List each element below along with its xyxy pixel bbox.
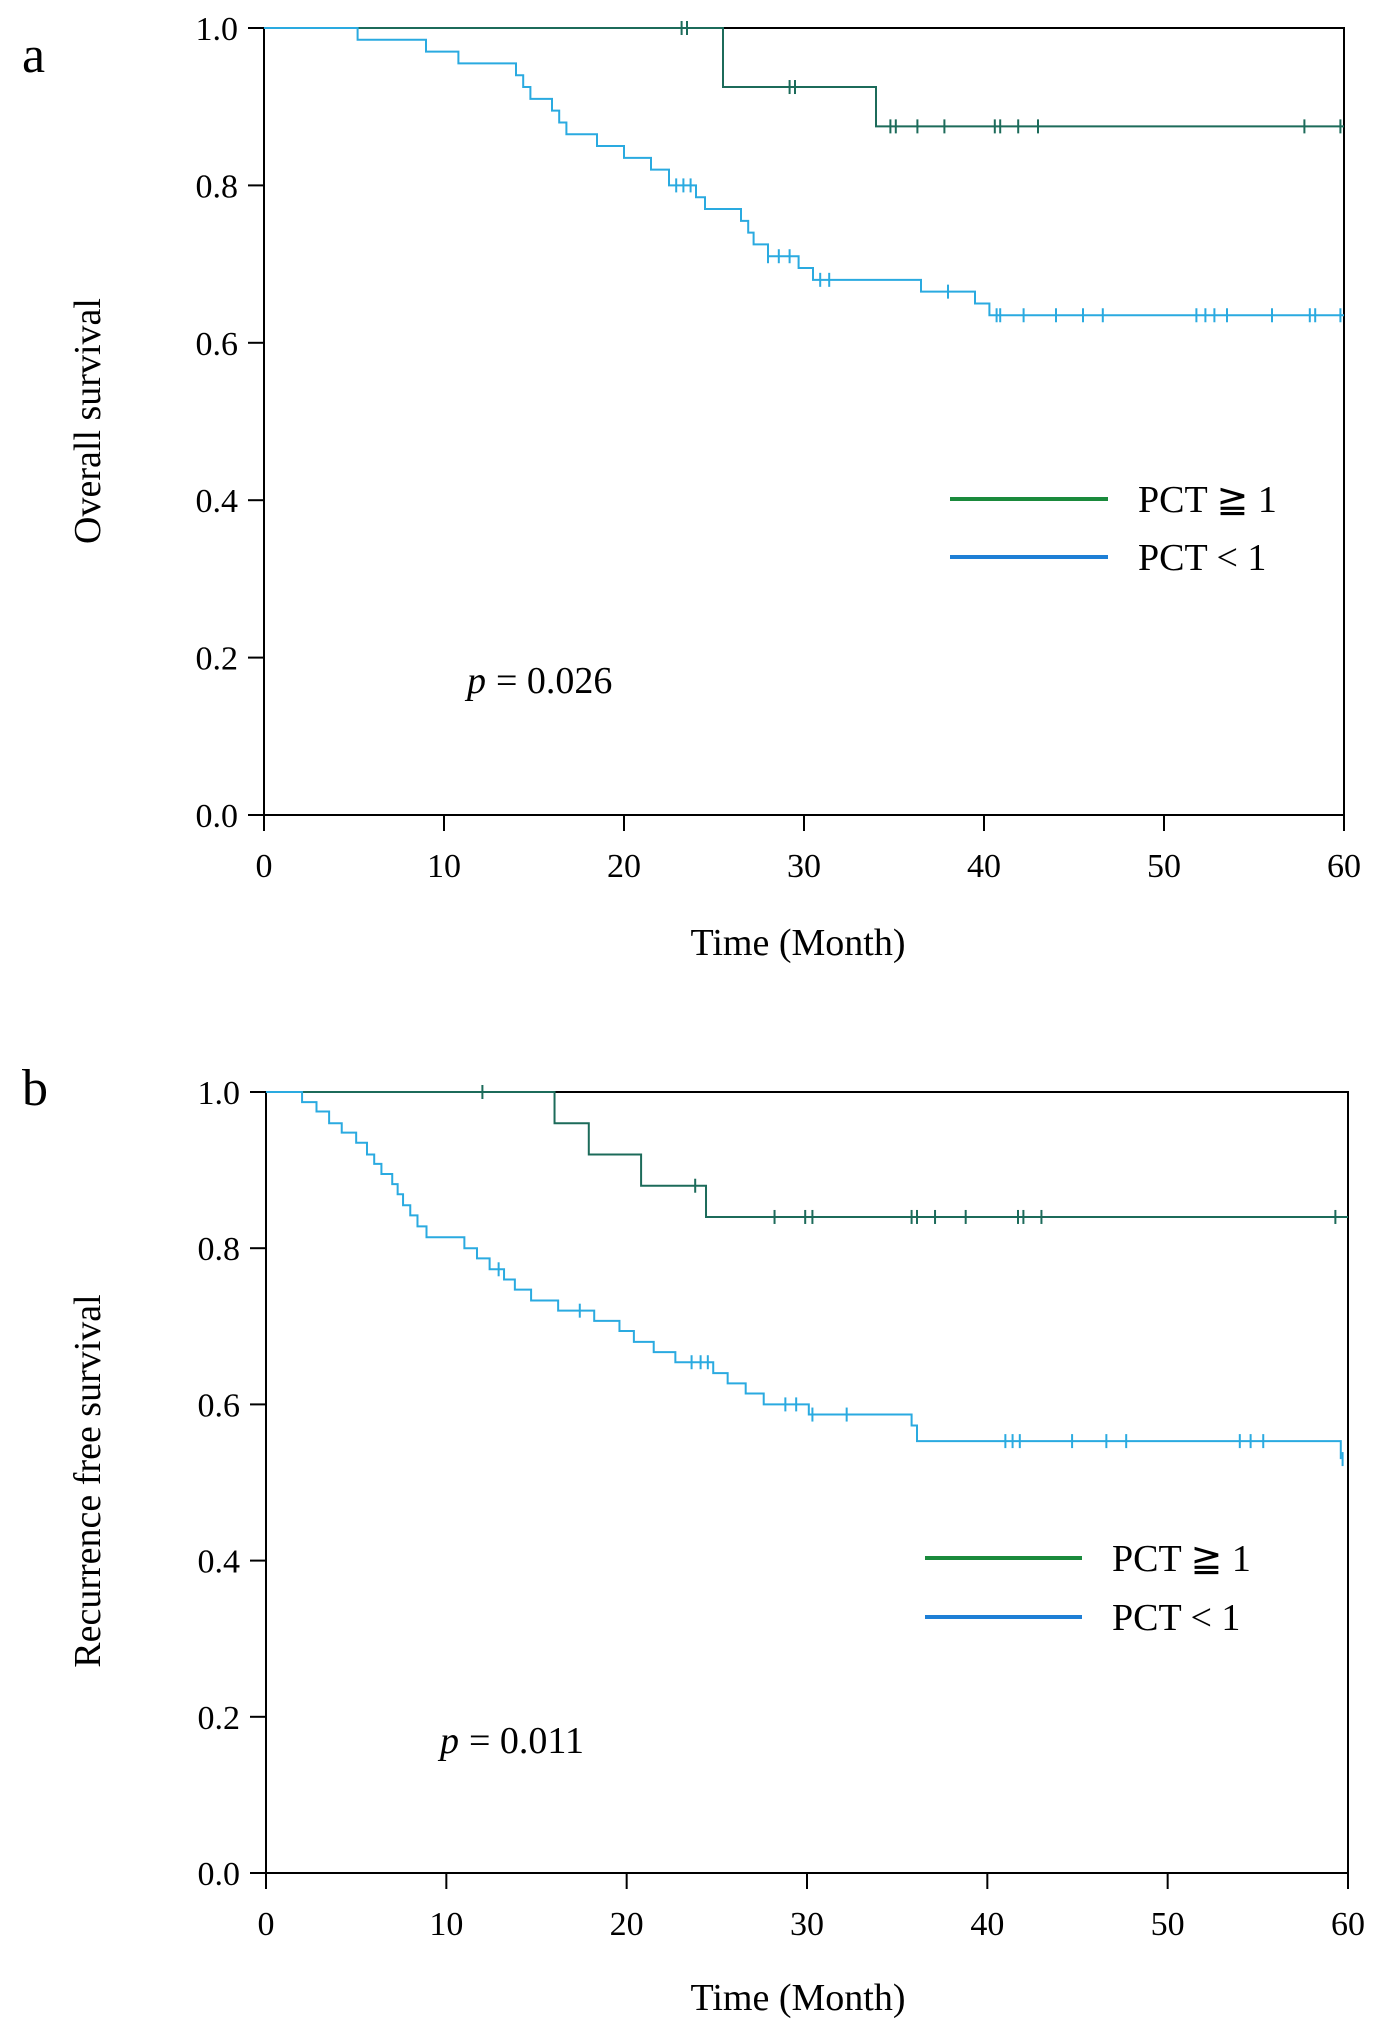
x-axis-label-a: Time (Month) [690,922,905,964]
legend-label-pct-low-a: PCT < 1 [1138,537,1266,579]
km-curve-pct-high-b [266,1091,1348,1218]
x-tick-label-a-6: 60 [1327,848,1361,885]
x-tick-label-a-1: 10 [427,848,461,885]
y-tick-label-a-2: 0.4 [196,483,239,520]
y-axis-label-a: Overall survival [67,298,109,544]
x-tick-label-b-1: 10 [429,1906,463,1943]
y-axis-b: 0.0 0.2 0.4 0.6 0.8 1.0 [198,1075,266,1893]
panel-label-a: a [22,27,45,84]
curves-b [266,1085,1348,1467]
x-tick-label-a-0: 0 [256,848,273,885]
panel-label-b: b [22,1060,48,1117]
y-tick-label-b-1: 0.2 [198,1700,241,1737]
x-axis-b: 0 10 20 30 40 50 60 [258,1873,1365,1943]
km-curve-pct-high-a [264,27,1344,128]
legend-a: PCT ≧ 1 PCT < 1 [950,479,1277,579]
legend-b: PCT ≧ 1 PCT < 1 [925,1538,1251,1639]
p-value-a: p = 0.026 [464,660,612,702]
p-symbol-b: p [437,1720,459,1762]
legend-label-pct-low-b: PCT < 1 [1112,1597,1240,1639]
p-value-text-b: = 0.011 [469,1720,584,1762]
x-tick-label-b-3: 30 [790,1906,824,1943]
x-tick-label-b-5: 50 [1151,1906,1185,1943]
p-value-b: p = 0.011 [437,1720,584,1762]
km-curve-pct-low-b [266,1091,1342,1460]
plot-frame-a [263,27,1345,816]
panel-b: b 0.0 0.2 0.4 0.6 0.8 1.0 0 10 20 30 40 50 60 Recur… [22,1060,1365,2019]
x-tick-label-a-5: 50 [1147,848,1181,885]
y-tick-label-b-4: 0.8 [198,1231,241,1268]
x-tick-label-b-4: 40 [970,1906,1004,1943]
plot-frame-b [265,1091,1349,1874]
x-tick-label-b-6: 60 [1331,1906,1365,1943]
p-value-text-a: = 0.026 [496,660,612,702]
y-tick-label-b-0: 0.0 [198,1856,241,1893]
y-axis-a: 0.0 0.2 0.4 0.6 0.8 1.0 [196,11,264,835]
y-tick-label-b-3: 0.6 [198,1387,241,1424]
x-tick-label-b-2: 20 [610,1906,644,1943]
legend-label-pct-high-a: PCT ≧ 1 [1138,479,1277,521]
y-tick-label-a-4: 0.8 [196,168,239,205]
legend-label-pct-high-b: PCT ≧ 1 [1112,1538,1251,1580]
y-tick-label-a-3: 0.6 [196,326,239,363]
panel-a: a 0.0 0.2 0.4 0.6 0.8 1.0 0 10 20 30 40 50 60 Overa… [22,11,1361,964]
km-curve-pct-low-a [264,27,1344,317]
y-tick-label-a-1: 0.2 [196,641,239,678]
x-axis-a: 0 10 20 30 40 50 60 [256,815,1361,885]
y-tick-label-b-2: 0.4 [198,1544,241,1581]
x-tick-label-b-0: 0 [258,1906,275,1943]
curves-a [264,21,1344,323]
y-tick-label-b-5: 1.0 [198,1075,241,1112]
x-tick-label-a-2: 20 [607,848,641,885]
p-symbol-a: p [464,660,486,702]
x-axis-label-b: Time (Month) [690,1977,905,2019]
y-tick-label-a-5: 1.0 [196,11,239,48]
y-tick-label-a-0: 0.0 [196,798,239,835]
x-tick-label-a-3: 30 [787,848,821,885]
y-axis-label-b: Recurrence free survival [67,1294,109,1667]
x-tick-label-a-4: 40 [967,848,1001,885]
